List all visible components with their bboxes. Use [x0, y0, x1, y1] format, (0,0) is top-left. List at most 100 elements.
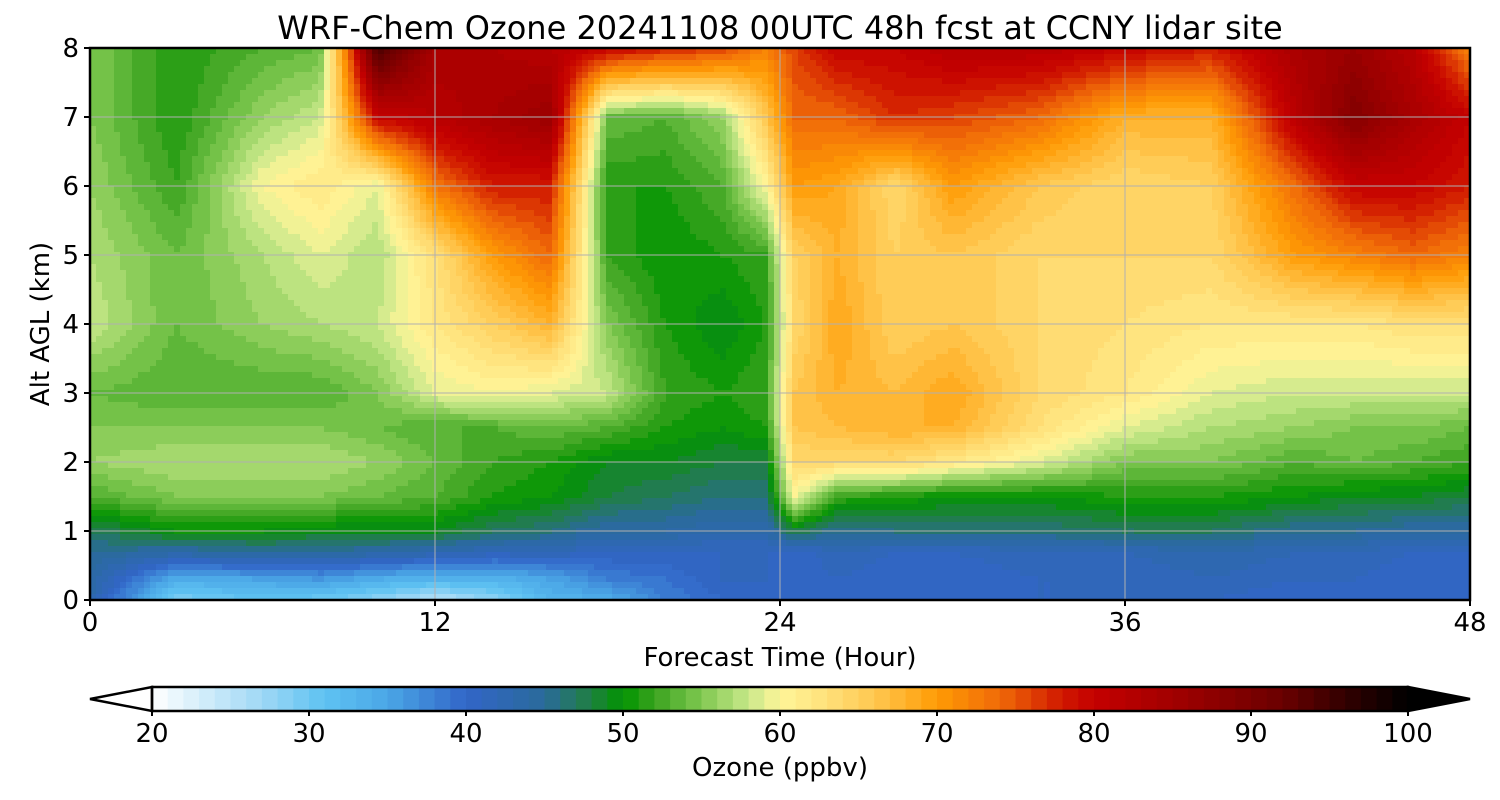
field-cell: [738, 144, 745, 151]
field-cell: [408, 72, 415, 79]
field-cell: [528, 120, 535, 127]
field-cell: [288, 168, 295, 175]
field-cell: [606, 66, 613, 73]
field-cell: [1272, 72, 1279, 79]
field-cell: [744, 126, 751, 133]
field-cell: [1194, 60, 1201, 67]
field-cell: [534, 174, 541, 181]
field-cell: [330, 156, 337, 163]
field-cell: [624, 132, 631, 139]
field-cell: [510, 66, 517, 73]
field-cell: [798, 102, 805, 109]
field-cell: [576, 150, 583, 157]
field-cell: [882, 54, 889, 61]
field-cell: [666, 150, 673, 157]
field-cell: [450, 144, 457, 151]
field-cell: [144, 48, 151, 55]
field-cell: [1350, 78, 1357, 85]
field-cell: [1458, 60, 1465, 67]
field-cell: [984, 150, 991, 157]
field-cell: [1212, 84, 1219, 91]
field-cell: [810, 84, 817, 91]
field-cell: [408, 156, 415, 163]
field-cell: [1140, 78, 1147, 85]
field-cell: [282, 150, 289, 157]
field-cell: [1458, 96, 1465, 103]
field-cell: [870, 144, 877, 151]
field-cell: [492, 144, 499, 151]
field-cell: [1176, 162, 1183, 169]
field-cell: [768, 96, 775, 103]
field-cell: [1242, 168, 1249, 175]
field-cell: [1038, 84, 1045, 91]
field-cell: [1230, 120, 1237, 127]
field-cell: [882, 102, 889, 109]
field-cell: [732, 72, 739, 79]
field-cell: [1278, 144, 1285, 151]
field-cell: [714, 90, 721, 97]
field-cell: [210, 84, 217, 91]
field-cell: [1404, 78, 1411, 85]
field-cell: [420, 78, 427, 85]
field-cell: [396, 54, 403, 61]
field-cell: [366, 66, 373, 73]
field-cell: [1176, 126, 1183, 133]
field-cell: [474, 168, 481, 175]
field-cell: [348, 72, 355, 79]
field-cell: [624, 90, 631, 97]
field-cell: [114, 60, 121, 67]
field-cell: [114, 132, 121, 139]
field-cell: [324, 66, 331, 73]
field-cell: [1182, 84, 1189, 91]
field-cell: [876, 96, 883, 103]
field-cell: [1428, 48, 1435, 55]
field-cell: [870, 78, 877, 85]
field-cell: [306, 102, 313, 109]
field-cell: [1338, 78, 1345, 85]
field-cell: [954, 162, 961, 169]
field-cell: [768, 72, 775, 79]
field-cell: [1422, 54, 1429, 61]
field-cell: [1026, 126, 1033, 133]
field-cell: [402, 120, 409, 127]
field-cell: [714, 132, 721, 139]
field-cell: [624, 144, 631, 151]
field-cell: [972, 84, 979, 91]
field-cell: [1302, 72, 1309, 79]
field-cell: [606, 168, 613, 175]
field-cell: [1224, 54, 1231, 61]
field-cell: [612, 102, 619, 109]
field-cell: [1290, 138, 1297, 145]
field-cell: [498, 54, 505, 61]
field-cell: [750, 84, 757, 91]
field-cell: [1272, 48, 1279, 55]
field-cell: [876, 48, 883, 55]
field-cell: [162, 126, 169, 133]
field-cell: [918, 84, 925, 91]
field-cell: [696, 156, 703, 163]
field-cell: [624, 162, 631, 169]
field-cell: [222, 126, 229, 133]
field-cell: [1032, 102, 1039, 109]
field-cell: [1170, 126, 1177, 133]
field-cell: [1026, 168, 1033, 175]
field-cell: [138, 72, 145, 79]
field-cell: [654, 162, 661, 169]
field-cell: [1440, 54, 1447, 61]
field-cell: [1110, 144, 1117, 151]
field-cell: [948, 108, 955, 115]
field-cell: [210, 156, 217, 163]
field-cell: [1020, 150, 1027, 157]
field-cell: [348, 174, 355, 181]
field-cell: [396, 96, 403, 103]
field-cell: [708, 156, 715, 163]
field-cell: [1074, 120, 1081, 127]
field-cell: [420, 162, 427, 169]
field-cell: [90, 138, 97, 145]
field-cell: [864, 126, 871, 133]
field-cell: [240, 96, 247, 103]
field-cell: [876, 90, 883, 97]
field-cell: [684, 162, 691, 169]
field-cell: [774, 150, 781, 157]
field-cell: [1350, 132, 1357, 139]
